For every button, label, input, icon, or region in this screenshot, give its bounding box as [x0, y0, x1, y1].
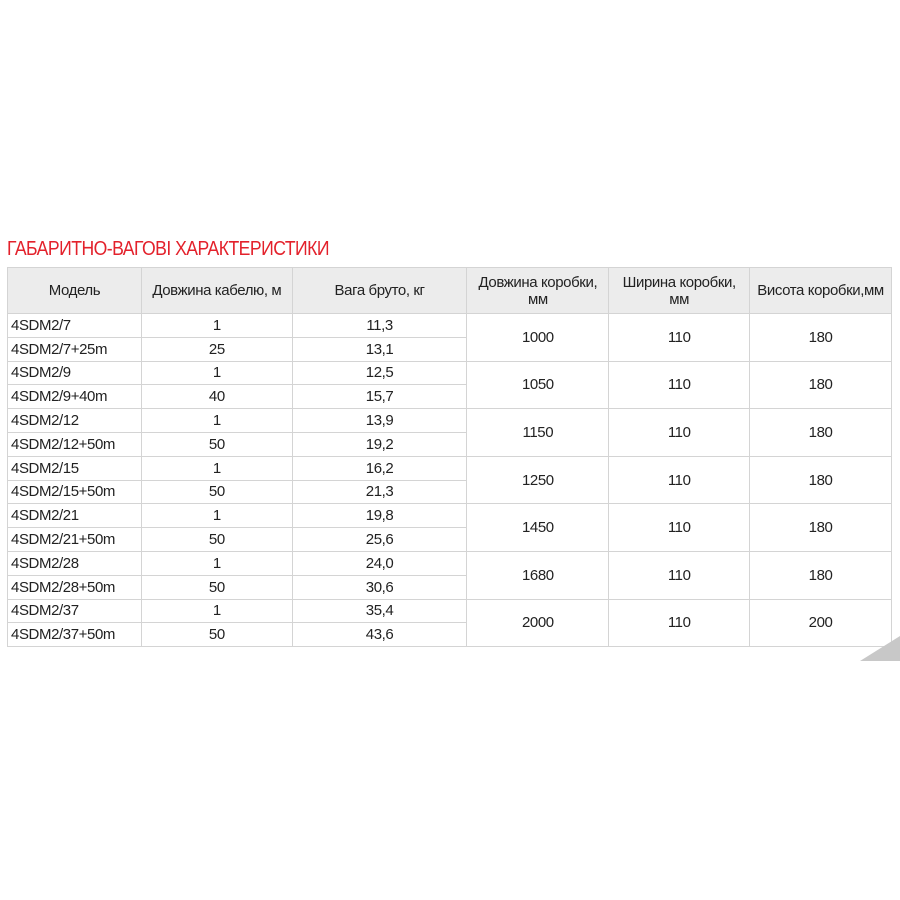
- box-height-cell: 180: [749, 455, 892, 505]
- gross-weight-cell: 15,7: [291, 384, 468, 410]
- table-row: 4SDM2/28 1 24,0 1680 110 180: [7, 550, 892, 600]
- model-cell: 4SDM2/7+25m: [7, 336, 142, 362]
- header-row: Модель Довжина кабелю, м Вага бруто, кг …: [7, 267, 892, 314]
- section-title: ГАБАРИТНО-ВАГОВІ ХАРАКТЕРИСТИКИ: [7, 238, 330, 260]
- cable-length-cell: 50: [140, 527, 293, 552]
- cable-length-cell: 1: [140, 313, 293, 338]
- model-cell: 4SDM2/12+50m: [7, 431, 142, 457]
- box-width-cell: 110: [608, 313, 751, 362]
- table-row: 4SDM2/37 1 35,4 2000 110 200: [7, 598, 892, 648]
- header-cable-length: Довжина кабелю, м: [140, 267, 293, 314]
- cable-length-cell: 50: [140, 622, 293, 648]
- box-length-cell: 1150: [466, 408, 610, 457]
- gross-weight-cell: 21,3: [291, 479, 468, 505]
- header-box-height: Висота коробки,мм: [749, 267, 892, 314]
- table-row: 4SDM2/37+50m 50 43,6: [7, 622, 892, 648]
- box-length-cell: 1000: [466, 313, 610, 362]
- gross-weight-cell: 13,9: [291, 408, 468, 433]
- box-height-cell: 180: [749, 360, 892, 410]
- box-height-cell: 180: [749, 408, 892, 457]
- cable-length-cell: 50: [140, 574, 293, 600]
- gross-weight-cell: 16,2: [291, 455, 468, 481]
- model-cell: 4SDM2/15+50m: [7, 479, 142, 505]
- table-row: 4SDM2/9 1 12,5 1050 110 180: [7, 360, 892, 410]
- gross-weight-cell: 13,1: [291, 336, 468, 362]
- gross-weight-cell: 19,2: [291, 431, 468, 457]
- cable-length-cell: 50: [140, 431, 293, 457]
- box-width-cell: 110: [608, 598, 751, 648]
- box-length-cell: 1050: [466, 360, 610, 410]
- header-gross-weight: Вага бруто, кг: [291, 267, 468, 314]
- gross-weight-cell: 35,4: [291, 598, 468, 624]
- cable-length-cell: 1: [140, 455, 293, 481]
- box-width-cell: 110: [608, 503, 751, 552]
- table-row: 4SDM2/15 1 16,2 1250 110 180: [7, 455, 892, 505]
- header-box-width: Ширина коробки, мм: [608, 267, 751, 314]
- gross-weight-cell: 43,6: [291, 622, 468, 648]
- model-cell: 4SDM2/12: [7, 408, 142, 433]
- table-row: 4SDM2/21+50m 50 25,6: [7, 527, 892, 552]
- cable-length-cell: 1: [140, 598, 293, 624]
- table-row: 4SDM2/7 1 11,3 1000 110 180: [7, 313, 892, 362]
- cable-length-cell: 40: [140, 384, 293, 410]
- box-length-cell: 1680: [466, 550, 610, 600]
- cable-length-cell: 50: [140, 479, 293, 505]
- model-cell: 4SDM2/21: [7, 503, 142, 529]
- table-row: 4SDM2/15+50m 50 21,3: [7, 479, 892, 505]
- model-cell: 4SDM2/28: [7, 550, 142, 576]
- box-height-cell: 180: [749, 550, 892, 600]
- cable-length-cell: 1: [140, 408, 293, 433]
- gross-weight-cell: 24,0: [291, 550, 468, 576]
- gross-weight-cell: 11,3: [291, 313, 468, 338]
- page-corner-decoration: [860, 636, 900, 661]
- table-row: 4SDM2/21 1 19,8 1450 110 180: [7, 503, 892, 552]
- gross-weight-cell: 30,6: [291, 574, 468, 600]
- gross-weight-cell: 25,6: [291, 527, 468, 552]
- box-width-cell: 110: [608, 455, 751, 505]
- gross-weight-cell: 12,5: [291, 360, 468, 386]
- model-cell: 4SDM2/9: [7, 360, 142, 386]
- model-cell: 4SDM2/15: [7, 455, 142, 481]
- header-box-length: Довжина коробки, мм: [466, 267, 610, 314]
- cable-length-cell: 1: [140, 360, 293, 386]
- gross-weight-cell: 19,8: [291, 503, 468, 529]
- model-cell: 4SDM2/28+50m: [7, 574, 142, 600]
- box-width-cell: 110: [608, 360, 751, 410]
- box-width-cell: 110: [608, 408, 751, 457]
- table-row: 4SDM2/9+40m 40 15,7: [7, 384, 892, 410]
- box-length-cell: 2000: [466, 598, 610, 648]
- model-cell: 4SDM2/37+50m: [7, 622, 142, 648]
- table-row: 4SDM2/7+25m 25 13,1: [7, 336, 892, 362]
- cable-length-cell: 1: [140, 550, 293, 576]
- model-cell: 4SDM2/21+50m: [7, 527, 142, 552]
- model-cell: 4SDM2/37: [7, 598, 142, 624]
- box-length-cell: 1450: [466, 503, 610, 552]
- cable-length-cell: 25: [140, 336, 293, 362]
- box-length-cell: 1250: [466, 455, 610, 505]
- table-row: 4SDM2/28+50m 50 30,6: [7, 574, 892, 600]
- box-width-cell: 110: [608, 550, 751, 600]
- table-row: 4SDM2/12 1 13,9 1150 110 180: [7, 408, 892, 457]
- box-height-cell: 180: [749, 503, 892, 552]
- header-model: Модель: [7, 267, 142, 314]
- box-height-cell: 180: [749, 313, 892, 362]
- dimensions-weight-table: Модель Довжина кабелю, м Вага бруто, кг …: [7, 267, 892, 648]
- table-row: 4SDM2/12+50m 50 19,2: [7, 431, 892, 457]
- cable-length-cell: 1: [140, 503, 293, 529]
- model-cell: 4SDM2/7: [7, 313, 142, 338]
- model-cell: 4SDM2/9+40m: [7, 384, 142, 410]
